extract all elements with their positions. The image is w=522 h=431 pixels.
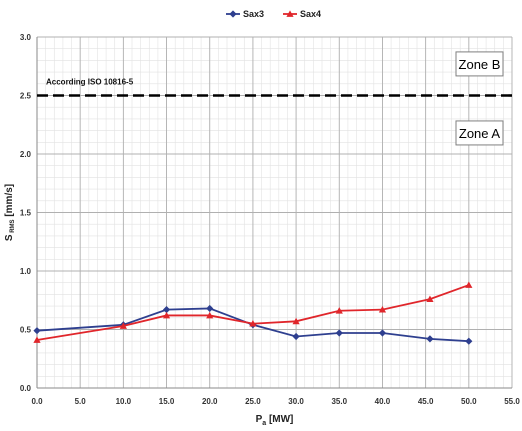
x-tick-label: 40.0 [375, 397, 391, 406]
x-tick-label: 30.0 [288, 397, 304, 406]
data-point-diamond [426, 335, 434, 343]
x-tick-label: 0.0 [31, 397, 43, 406]
x-tick-label: 15.0 [159, 397, 175, 406]
zone-box [455, 120, 504, 146]
data-point-triangle [206, 311, 214, 319]
data-point-diamond [335, 329, 343, 337]
y-tick-label: 0.0 [20, 384, 32, 393]
y-tick-labels: 0.0 0.5 1.0 1.5 2.0 2.5 3.0 [20, 33, 32, 393]
threshold: According ISO 10816-5 [37, 78, 512, 97]
data-point-diamond [206, 304, 214, 313]
series-line [36, 307, 469, 343]
series-sax4 [33, 281, 473, 343]
data-point-diamond [162, 306, 171, 314]
y-tick-label: 1.0 [20, 267, 32, 276]
legend-label: Sax4 [300, 9, 321, 19]
data-point-triangle [162, 311, 171, 319]
threshold-label: According ISO 10816-5 [46, 78, 134, 87]
x-tick-label: 55.0 [504, 397, 520, 406]
x-tick-label: 20.0 [202, 397, 218, 406]
data-point-diamond [292, 332, 300, 341]
major-grid [36, 36, 513, 389]
y-tick-label: 0.5 [20, 326, 32, 335]
legend: Sax3 Sax4 [226, 9, 321, 19]
zone-label: Zone B [459, 57, 501, 72]
data-point-diamond [465, 337, 473, 345]
x-tick-label: 10.0 [116, 397, 132, 406]
zone-label: Zone A [459, 126, 501, 141]
x-tick-label: 25.0 [245, 397, 261, 406]
data-point-triangle [33, 336, 41, 343]
data-point-triangle [335, 307, 343, 314]
data-point-diamond [378, 329, 387, 337]
y-tick-label: 2.5 [20, 92, 32, 101]
zone-box [455, 51, 504, 77]
x-tick-label: 5.0 [75, 397, 87, 406]
data-point-triangle [426, 295, 434, 302]
x-tick-label: 50.0 [461, 397, 477, 406]
series [33, 281, 473, 345]
data-point-triangle [286, 10, 294, 17]
y-tick-label: 2.0 [20, 150, 32, 159]
data-point-diamond [229, 10, 237, 18]
x-tick-label: 35.0 [331, 397, 347, 406]
x-tick-label: 45.0 [418, 397, 434, 406]
legend-label: Sax3 [243, 9, 264, 19]
data-point-triangle [292, 317, 300, 325]
data-point-triangle [119, 322, 127, 329]
zone-boxes: Zone B Zone A [455, 51, 504, 146]
data-point-diamond [33, 327, 41, 335]
data-point-triangle [249, 320, 257, 327]
x-tick-labels: 0.0 5.0 10.0 15.0 20.0 25.0 30.0 35.0 40.0 45.0 50… [31, 397, 520, 406]
legend-item: Sax4 [283, 9, 321, 19]
y-tick-label: 3.0 [20, 33, 32, 42]
y-axis-label: S RMS [mm/s] [4, 184, 16, 241]
x-axis-label: Pa [MW] [256, 414, 294, 427]
data-point-triangle [378, 306, 387, 313]
series-line [36, 284, 470, 341]
data-point-triangle [465, 281, 473, 288]
y-tick-label: 1.5 [20, 209, 32, 218]
legend-item: Sax3 [226, 9, 264, 19]
